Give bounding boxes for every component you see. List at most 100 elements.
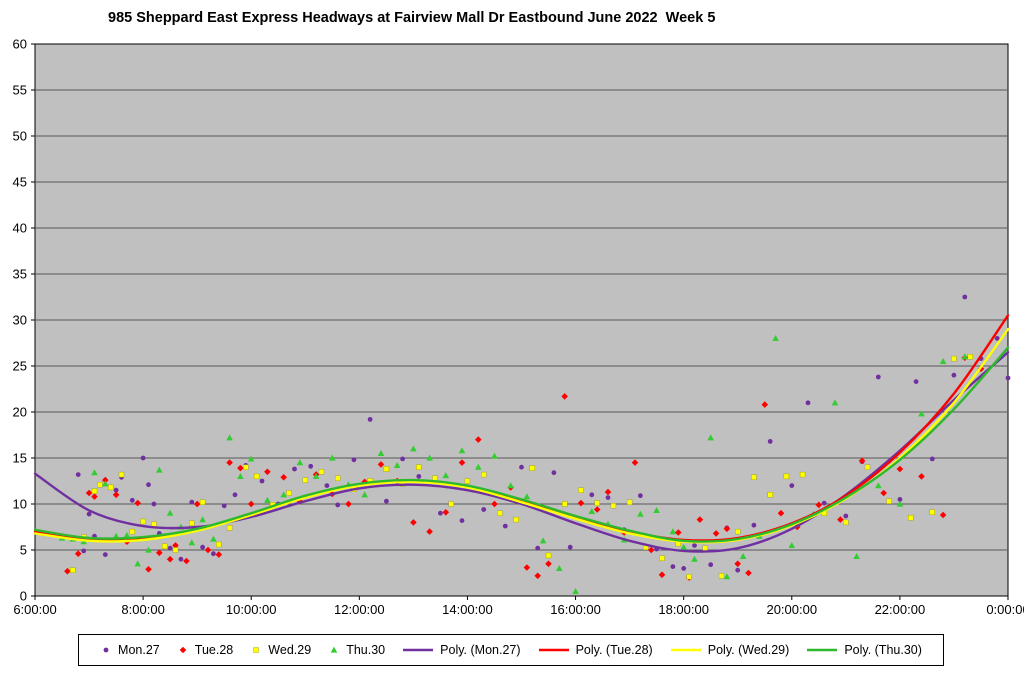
- marker-triangle: [377, 450, 385, 456]
- legend-item-tue-28: Tue.28: [177, 643, 233, 657]
- marker-triangle: [112, 532, 120, 539]
- marker-dot: [178, 556, 184, 562]
- marker-diamond: [204, 546, 212, 554]
- marker-dot: [638, 493, 643, 499]
- marker-triangle: [572, 588, 579, 594]
- marker-triangle: [556, 565, 563, 571]
- trendline-poly-thu-30-: [33, 346, 1010, 543]
- marker-dot: [211, 551, 216, 557]
- marker-diamond: [577, 499, 585, 507]
- marker-diamond: [410, 519, 417, 526]
- marker-diamond: [172, 542, 179, 549]
- marker-triangle: [507, 482, 514, 489]
- marker-dot: [692, 543, 697, 548]
- marker-square: [951, 355, 957, 362]
- marker-triangle: [772, 335, 779, 341]
- marker-square: [497, 510, 503, 516]
- marker-diamond: [658, 571, 666, 579]
- marker-triangle: [312, 473, 320, 479]
- legend-marker-icon: [103, 647, 109, 653]
- marker-dot: [767, 439, 773, 444]
- y-tick-label: 0: [20, 589, 27, 604]
- marker-triangle: [875, 482, 882, 489]
- marker-dot: [200, 544, 206, 550]
- marker-square: [626, 499, 633, 505]
- marker-triangle: [442, 472, 450, 479]
- marker-diamond: [193, 500, 201, 508]
- marker-triangle: [199, 516, 206, 523]
- marker-dot: [1005, 375, 1011, 381]
- marker-dot: [481, 507, 487, 512]
- legend-label: Mon.27: [118, 643, 160, 657]
- marker-triangle: [680, 543, 687, 550]
- series-thu-30: [58, 335, 969, 594]
- marker-square: [253, 473, 260, 480]
- marker-diamond: [837, 516, 844, 523]
- marker-dot: [221, 503, 227, 509]
- marker-square: [318, 469, 325, 475]
- marker-dot: [670, 564, 676, 569]
- marker-dot: [292, 466, 297, 472]
- marker-triangle: [188, 539, 196, 546]
- x-axis: 6:00:00 8:00:00 10:00:00 12:00:00 14:00:00 16…: [13, 596, 1024, 617]
- marker-triangle: [637, 510, 644, 517]
- x-tick-label: 0:00:00: [986, 602, 1024, 617]
- marker-dot: [129, 497, 135, 503]
- marker-triangle: [523, 493, 531, 500]
- marker-square: [189, 520, 195, 526]
- legend-line-swatch: [403, 648, 434, 652]
- marker-diamond: [475, 436, 482, 443]
- x-tick-label: 8:00:00: [121, 602, 164, 617]
- marker-dot: [681, 566, 687, 571]
- marker-square: [107, 484, 114, 491]
- marker-dot: [535, 545, 541, 551]
- legend-label: Poly. (Wed.29): [707, 643, 790, 657]
- marker-triangle: [426, 454, 433, 461]
- marker-diamond: [593, 506, 601, 513]
- legend-item-mon-27: Mon.27: [100, 643, 160, 657]
- marker-triangle: [123, 531, 131, 538]
- chart-title: 985 Sheppard East Express Headways at Fa…: [108, 10, 716, 26]
- legend-item-poly-tue-28-: Poly. (Tue.28): [538, 643, 653, 657]
- marker-triangle: [264, 496, 271, 503]
- y-tick-label: 10: [13, 497, 27, 512]
- marker-diamond: [458, 459, 466, 466]
- marker-dot: [551, 470, 557, 476]
- x-tick-label: 6:00:00: [13, 602, 56, 617]
- marker-triangle: [653, 507, 660, 513]
- marker-square: [718, 573, 725, 579]
- marker-dot: [962, 294, 968, 300]
- legend-marker-icon: [179, 646, 187, 654]
- marker-dot: [189, 499, 195, 505]
- legend-label: Wed.29: [268, 643, 312, 657]
- marker-diamond: [156, 549, 163, 557]
- marker-square: [929, 509, 935, 515]
- marker-triangle: [134, 560, 141, 567]
- marker-dot: [384, 498, 389, 504]
- marker-triangle: [961, 353, 969, 360]
- marker-dot: [351, 457, 357, 463]
- y-tick-label: 5: [20, 543, 27, 558]
- marker-diamond: [815, 501, 823, 509]
- marker-diamond: [215, 551, 223, 558]
- marker-triangle: [247, 455, 255, 462]
- y-tick-label: 45: [13, 175, 27, 190]
- marker-triangle: [156, 466, 163, 473]
- marker-dot: [259, 478, 265, 484]
- marker-diamond: [345, 500, 352, 508]
- legend-item-wed-29: Wed.29: [250, 643, 311, 657]
- marker-dot: [167, 545, 173, 551]
- marker-square: [70, 567, 76, 573]
- marker-diamond: [712, 530, 720, 537]
- marker-dot: [113, 487, 119, 493]
- marker-dot: [913, 379, 919, 384]
- x-tick-label: 16:00:00: [550, 602, 601, 617]
- x-tick-label: 20:00:00: [766, 602, 817, 617]
- marker-dot: [589, 492, 595, 498]
- marker-diamond: [723, 525, 731, 533]
- marker-square: [140, 518, 146, 525]
- marker-square: [161, 543, 168, 549]
- marker-triangle: [939, 358, 947, 364]
- marker-diamond: [179, 646, 187, 654]
- marker-dot: [140, 455, 146, 461]
